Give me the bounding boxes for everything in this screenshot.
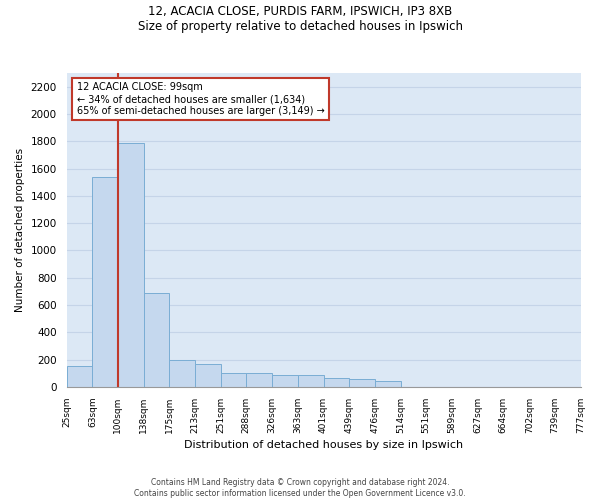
Bar [144, 293, 169, 387]
Bar [221, 374, 246, 387]
Bar [375, 382, 401, 387]
Y-axis label: Number of detached properties: Number of detached properties [15, 148, 25, 312]
Bar [349, 380, 375, 387]
Bar [118, 142, 144, 387]
Bar [195, 364, 221, 387]
X-axis label: Distribution of detached houses by size in Ipswich: Distribution of detached houses by size … [184, 440, 463, 450]
Text: Contains HM Land Registry data © Crown copyright and database right 2024.
Contai: Contains HM Land Registry data © Crown c… [134, 478, 466, 498]
Text: 12 ACACIA CLOSE: 99sqm
← 34% of detached houses are smaller (1,634)
65% of semi-: 12 ACACIA CLOSE: 99sqm ← 34% of detached… [77, 82, 325, 116]
Bar [169, 360, 195, 387]
Bar [298, 374, 323, 387]
Text: 12, ACACIA CLOSE, PURDIS FARM, IPSWICH, IP3 8XB
Size of property relative to det: 12, ACACIA CLOSE, PURDIS FARM, IPSWICH, … [137, 5, 463, 33]
Bar [246, 374, 272, 387]
Bar [272, 376, 298, 387]
Bar [67, 366, 92, 387]
Bar [323, 378, 349, 387]
Bar [92, 176, 118, 387]
